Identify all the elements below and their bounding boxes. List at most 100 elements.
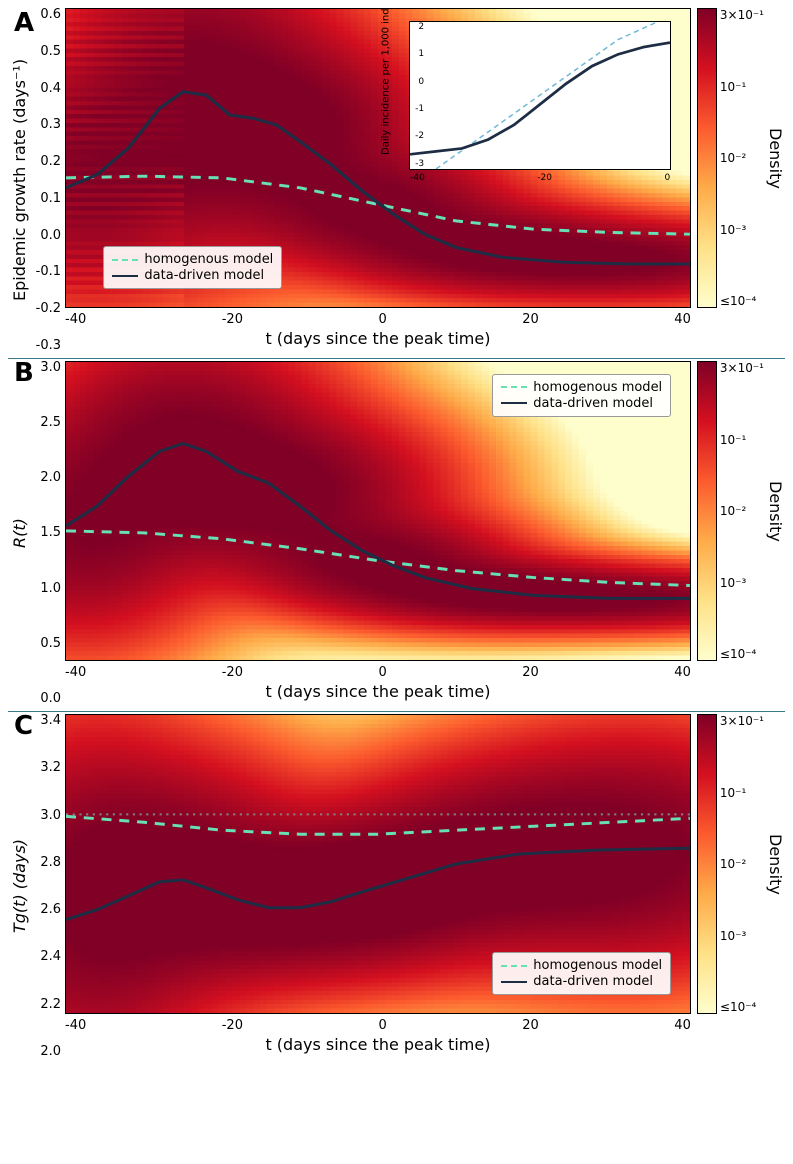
colorbar-wrap: 3×10⁻¹10⁻¹10⁻²10⁻³≤10⁻⁴Density	[697, 361, 785, 661]
colorbar-tick: 10⁻²	[720, 857, 764, 871]
colorbar-label: Density	[764, 361, 785, 661]
x-tick: 40	[674, 312, 691, 327]
colorbar-label: Density	[764, 8, 785, 308]
colorbar-ticks: 3×10⁻¹10⁻¹10⁻²10⁻³≤10⁻⁴	[717, 8, 764, 308]
chart-wrap: homogenous modeldata-driven model 210-1-2…	[65, 8, 691, 352]
colorbar-tick: 10⁻³	[720, 929, 764, 943]
y-tick: 2.6	[40, 903, 61, 916]
legend: homogenous modeldata-driven model	[492, 952, 671, 995]
y-tick: 3.0	[40, 361, 61, 374]
legend-label: data-driven model	[533, 396, 653, 411]
panel-C: CTg(t) (days)3.43.23.02.82.62.42.22.0hom…	[8, 711, 785, 1058]
legend-label: homogenous model	[533, 958, 662, 973]
colorbar-ticks: 3×10⁻¹10⁻¹10⁻²10⁻³≤10⁻⁴	[717, 714, 764, 1014]
inset-xtick: 0	[664, 173, 670, 183]
x-tick: -20	[222, 1018, 243, 1033]
plot-row: R(t)3.02.52.01.51.00.50.0homogenous mode…	[8, 361, 785, 705]
colorbar	[697, 714, 717, 1014]
inset-body: 210-1-2-3Daily incidence per 1,000 indiv…	[410, 22, 670, 169]
colorbar-tick: 3×10⁻¹	[720, 361, 764, 375]
panel-tag: A	[14, 8, 34, 38]
y-tick: 0.0	[40, 692, 61, 705]
x-tick: -20	[222, 312, 243, 327]
y-tick: 0.4	[40, 82, 61, 95]
x-axis-ticks: -40 -20 0 20 40	[65, 308, 691, 327]
y-axis-label: Tg(t) (days)	[8, 714, 31, 1058]
inset-solid-line	[410, 42, 670, 154]
chart-wrap: homogenous modeldata-driven model-40-200…	[65, 361, 691, 705]
colorbar-wrap: 3×10⁻¹10⁻¹10⁻²10⁻³≤10⁻⁴Density	[697, 714, 785, 1014]
colorbar	[697, 8, 717, 308]
y-tick: 0.5	[40, 637, 61, 650]
inset-xtick: -40	[410, 173, 425, 183]
inset-ylabel: Daily incidence per 1,000 individuals (l…	[381, 35, 392, 155]
y-tick: 1.0	[40, 582, 61, 595]
legend-swatch	[501, 386, 527, 388]
legend-row-homogenous: homogenous model	[112, 252, 273, 267]
y-tick: 2.0	[40, 1045, 61, 1058]
y-axis-ticks: 3.02.52.01.51.00.50.0	[31, 361, 65, 705]
legend-swatch	[501, 402, 527, 404]
chart-area: homogenous modeldata-driven model	[65, 361, 691, 661]
y-tick: 0.6	[40, 8, 61, 21]
y-tick: 2.8	[40, 856, 61, 869]
x-tick: 20	[522, 1018, 539, 1033]
y-axis-label: R(t)	[8, 361, 31, 705]
colorbar-tick: ≤10⁻⁴	[720, 1000, 764, 1014]
x-axis-ticks: -40 -20 0 20 40	[65, 1014, 691, 1033]
y-tick: 0.2	[40, 155, 61, 168]
x-tick: 40	[674, 665, 691, 680]
colorbar-label: Density	[764, 714, 785, 1014]
legend-swatch	[112, 259, 138, 261]
y-tick: 3.0	[40, 809, 61, 822]
colorbar-wrap: 3×10⁻¹10⁻¹10⁻²10⁻³≤10⁻⁴Density	[697, 8, 785, 308]
colorbar	[697, 361, 717, 661]
x-axis-label: t (days since the peak time)	[65, 680, 691, 705]
plot-row: Tg(t) (days)3.43.23.02.82.62.42.22.0homo…	[8, 714, 785, 1058]
panel-B: BR(t)3.02.52.01.51.00.50.0homogenous mod…	[8, 358, 785, 705]
y-tick: 3.2	[40, 761, 61, 774]
legend-row-datadriven: data-driven model	[112, 268, 273, 283]
x-axis-label: t (days since the peak time)	[65, 327, 691, 352]
panel-tag: C	[14, 711, 33, 741]
x-tick: -40	[65, 665, 86, 680]
x-tick: -40	[65, 1018, 86, 1033]
inset-xaxis: -40-200	[410, 173, 670, 183]
x-tick: 40	[674, 1018, 691, 1033]
legend-row-homogenous: homogenous model	[501, 380, 662, 395]
panel-divider	[8, 358, 785, 359]
chart-wrap: homogenous modeldata-driven model -40 -20 0…	[65, 714, 691, 1058]
x-tick: 0	[378, 665, 386, 680]
y-axis-ticks: 0.60.50.40.30.20.10.0-0.1-0.2-0.3	[31, 8, 65, 352]
legend-label: homogenous model	[533, 380, 662, 395]
legend-swatch	[501, 965, 527, 967]
colorbar-tick: 10⁻³	[720, 223, 764, 237]
panel-tag: B	[14, 358, 34, 388]
y-tick: 0.3	[40, 118, 61, 131]
y-tick: 2.5	[40, 416, 61, 429]
colorbar-tick: 10⁻²	[720, 504, 764, 518]
y-axis-ticks: 3.43.23.02.82.62.42.22.0	[31, 714, 65, 1058]
x-tick: -40	[65, 312, 86, 327]
y-tick: 0.5	[40, 45, 61, 58]
x-tick: 20	[522, 665, 539, 680]
x-tick: 0	[378, 312, 386, 327]
panel-divider	[8, 711, 785, 712]
x-tick: 20	[522, 312, 539, 327]
y-tick: 2.0	[40, 471, 61, 484]
x-axis-ticks: -40-2002040	[65, 661, 691, 680]
legend-row-datadriven: data-driven model	[501, 396, 662, 411]
y-tick: -0.1	[36, 265, 61, 278]
colorbar-tick: ≤10⁻⁴	[720, 294, 764, 308]
legend-label: data-driven model	[533, 974, 653, 989]
x-tick: 0	[378, 1018, 386, 1033]
y-tick: 2.4	[40, 950, 61, 963]
legend: homogenous modeldata-driven model	[492, 374, 671, 417]
inset-svg	[410, 22, 670, 169]
colorbar-tick: 10⁻²	[720, 151, 764, 165]
legend-row-homogenous: homogenous model	[501, 958, 662, 973]
colorbar-tick: 10⁻¹	[720, 433, 764, 447]
colorbar-tick: 3×10⁻¹	[720, 714, 764, 728]
legend: homogenous modeldata-driven model	[103, 246, 282, 289]
colorbar-ticks: 3×10⁻¹10⁻¹10⁻²10⁻³≤10⁻⁴	[717, 361, 764, 661]
